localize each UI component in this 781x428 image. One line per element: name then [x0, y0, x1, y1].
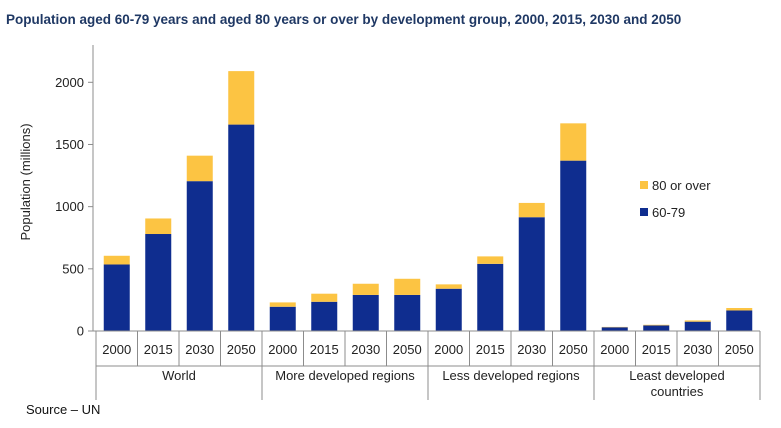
legend-swatch: [640, 208, 648, 216]
bar-60-79: [228, 124, 255, 331]
bar-60-79: [352, 294, 379, 331]
bar-60-79: [186, 181, 213, 331]
x-tick-label: 2015: [310, 342, 339, 357]
x-tick-label: 2000: [102, 342, 131, 357]
bar-60-79: [269, 306, 296, 331]
bar-60-79: [518, 217, 545, 331]
x-tick-label: 2015: [476, 342, 505, 357]
x-tick-label: 2015: [144, 342, 173, 357]
x-tick-label: 2015: [642, 342, 671, 357]
y-tick-label: 1000: [55, 199, 84, 214]
y-tick-label: 2000: [55, 75, 84, 90]
bar-80-or-over: [145, 218, 172, 235]
legend-swatch: [640, 181, 648, 189]
group-label: World: [162, 368, 196, 383]
y-tick-label: 0: [77, 324, 84, 339]
bar-60-79: [726, 310, 753, 331]
bar-60-79: [601, 327, 628, 331]
legend-label: 80 or over: [652, 178, 711, 193]
bar-80-or-over: [394, 278, 421, 295]
bar-60-79: [394, 294, 421, 331]
legend-label: 60-79: [652, 205, 685, 220]
bar-60-79: [145, 234, 172, 331]
group-label: Less developed regions: [442, 368, 580, 383]
x-tick-label: 2030: [517, 342, 546, 357]
bar-80-or-over: [352, 283, 379, 295]
bar-60-79: [311, 301, 338, 331]
y-tick-label: 1500: [55, 137, 84, 152]
bar-80-or-over: [477, 256, 504, 264]
bar-60-79: [560, 160, 587, 331]
bar-80-or-over: [269, 302, 296, 307]
chart-title: Population aged 60-79 years and aged 80 …: [6, 12, 682, 27]
x-tick-label: 2050: [227, 342, 256, 357]
y-axis: 0 500 1000 1500 2000: [55, 45, 94, 339]
legend: 80 or over 60-79: [640, 178, 711, 220]
x-axis: 2000 2015 2030 2050 World 2000 2015 2030 2050 Mor…: [93, 330, 761, 400]
bar-60-79: [477, 263, 504, 331]
bars: [103, 71, 753, 331]
x-tick-label: 2000: [268, 342, 297, 357]
x-tick-label: 2030: [683, 342, 712, 357]
x-tick-label: 2000: [600, 342, 629, 357]
group-label: More developed regions: [275, 368, 415, 383]
bar-60-79: [643, 325, 670, 331]
x-tick-label: 2000: [434, 342, 463, 357]
bar-60-79: [684, 321, 711, 331]
bar-80-or-over: [228, 71, 255, 125]
y-axis-label: Population (millions): [18, 123, 33, 240]
bar-80-or-over: [560, 123, 587, 161]
bar-60-79: [103, 264, 130, 331]
bar-80-or-over: [186, 155, 213, 182]
y-tick-label: 500: [62, 261, 84, 276]
bar-80-or-over: [435, 284, 462, 289]
group-label: Least developed countries: [629, 368, 724, 399]
x-tick-label: 2050: [393, 342, 422, 357]
x-tick-label: 2030: [351, 342, 380, 357]
bar-80-or-over: [518, 202, 545, 218]
bar-80-or-over: [103, 255, 130, 265]
bar-60-79: [435, 288, 462, 331]
x-tick-label: 2030: [185, 342, 214, 357]
bar-80-or-over: [311, 293, 338, 302]
bar-80-or-over: [643, 324, 670, 326]
bar-80-or-over: [726, 307, 753, 311]
bar-80-or-over: [684, 320, 711, 322]
source-note: Source – UN: [26, 402, 101, 417]
x-tick-label: 2050: [725, 342, 754, 357]
x-tick-label: 2050: [559, 342, 588, 357]
